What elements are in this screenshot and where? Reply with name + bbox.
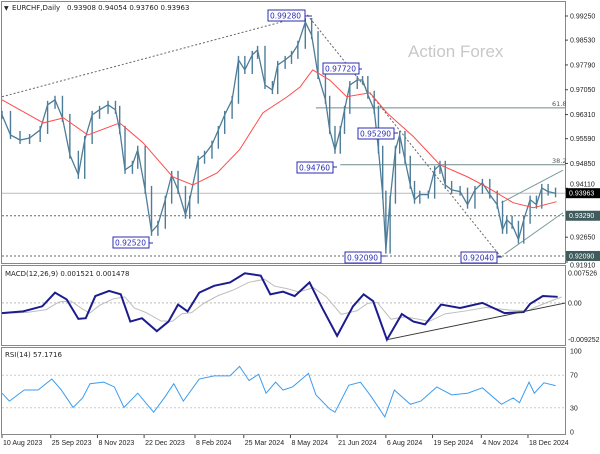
macd-title: MACD(12,26,9) 0.001521 0.001478	[5, 270, 129, 278]
level-price-badge-bg	[566, 210, 600, 221]
price-axis-label: 0.94110	[570, 182, 595, 189]
annotation-0.92520: 0.92520	[112, 236, 153, 249]
date-axis-label: 19 Sep 2024	[434, 440, 474, 447]
rsi-axis-label: 0	[570, 430, 574, 437]
date-axis-label: 18 Dec 2024	[529, 440, 569, 447]
current-price-badge: 0.93963	[569, 191, 594, 198]
annotation-label: 0.97720	[325, 65, 356, 74]
price-axis-label: 0.92650	[570, 235, 595, 242]
rsi-axis-label: 30	[570, 405, 578, 412]
price-axis-label: 0.97050	[570, 87, 595, 94]
rsi-axis-label: 70	[570, 373, 578, 380]
level-price-badge: 0.93290	[569, 213, 594, 220]
annotation-0.95290: 0.95290	[357, 127, 398, 140]
axis-layer: 0.99250 0.98530 0.97790 0.97050 0.96310 0.955…	[1, 14, 600, 447]
symbol-label: EURCHF,Daily	[12, 4, 60, 12]
rsi-panel	[1, 347, 566, 435]
annotation-0.97720: 0.97720	[322, 62, 362, 75]
annotation-label: 0.95290	[360, 130, 391, 139]
macd-axis-label: 0.007526	[568, 270, 597, 277]
trendline	[504, 212, 564, 255]
trendline	[501, 169, 564, 204]
annotation-label: 0.94760	[299, 164, 330, 173]
date-axis-label: 22 Dec 2023	[145, 440, 185, 447]
date-axis-label: 8 May 2024	[291, 440, 328, 447]
annotation-label: 0.92040	[463, 254, 494, 263]
watermark: Action Forex	[408, 42, 504, 61]
price-line	[1, 20, 556, 250]
annotation-label: 0.99280	[270, 12, 301, 21]
macd-layer	[1, 272, 566, 343]
rsi-axis-label: 100	[570, 348, 582, 355]
date-axis-label: 25 Sep 2023	[52, 440, 92, 447]
macd-line	[1, 272, 558, 343]
macd-signal-line	[5, 278, 562, 322]
macd-axis-label: -0.009252	[568, 337, 600, 344]
level-price-badge: 0.92090	[569, 253, 594, 260]
date-axis-label: 10 Aug 2023	[3, 440, 42, 447]
price-axis-label: 0.95590	[570, 136, 595, 143]
rsi-layer	[1, 365, 565, 418]
price-axis-label: 0.96310	[570, 112, 595, 119]
fib-level-label: 38.2	[552, 157, 566, 165]
price-axis-label: 0.91910	[570, 262, 595, 269]
date-axis-label: 6 Aug 2024	[387, 440, 423, 447]
annotation-0.92040: 0.92040	[460, 251, 502, 264]
annotation-0.92090: 0.92090	[344, 251, 386, 264]
rsi-title: RSI(14) 57.1716	[5, 351, 62, 359]
price-axis-label: 0.94850	[570, 161, 595, 168]
rsi-line	[1, 365, 556, 418]
sma-line	[1, 69, 557, 209]
price-axis-label: 0.97790	[570, 62, 595, 69]
macd-axis-label: 0.00	[568, 300, 582, 307]
annotation-label: 0.92520	[115, 239, 146, 248]
price-panel	[1, 1, 566, 264]
date-axis-label: 4 Nov 2024	[482, 440, 518, 447]
chart-dropdown-icon[interactable]: ▼	[4, 5, 9, 12]
date-axis-label: 25 Mar 2024	[245, 440, 284, 447]
price-axis-label: 0.99250	[570, 14, 595, 21]
macd-trendline	[386, 302, 566, 341]
fib-level-label: 61.8	[552, 100, 566, 108]
current-price-badge-bg	[566, 188, 600, 199]
annotation-0.94760: 0.94760	[296, 161, 337, 174]
date-axis-label: 21 Jun 2024	[338, 440, 377, 447]
price-axis-label: 0.98530	[570, 38, 595, 45]
date-axis-label: 8 Nov 2023	[98, 440, 134, 447]
annotation-high-0.99280: 0.99280	[267, 9, 312, 22]
level-price-badge-bg	[566, 250, 600, 261]
annotation-label: 0.92090	[347, 254, 378, 263]
ohlc-readout: 0.93908 0.94054 0.93760 0.93963	[67, 4, 189, 12]
date-axis-label: 8 Feb 2024	[196, 440, 232, 447]
trendline	[1, 14, 308, 98]
price-layer: 61.8 38.2	[1, 14, 566, 258]
